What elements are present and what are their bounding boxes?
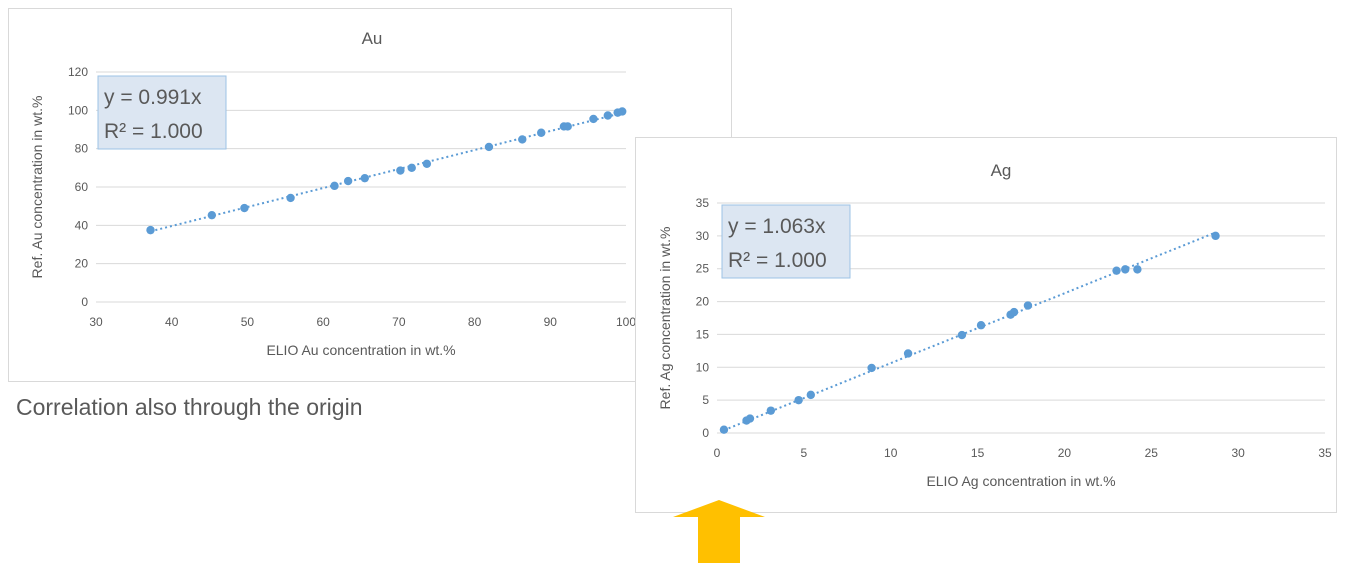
au-data-point [286,193,295,203]
ag-y-tick-label: 0 [702,426,709,440]
au-data-point [518,135,527,144]
ag-data-point [766,406,776,415]
ag-x-tick-label: 15 [971,446,985,460]
ag-data-point [867,363,876,373]
au-data-point [618,107,627,116]
au-x-tick-label: 90 [544,315,558,329]
ag-x-axis-label: ELIO Ag concentration in wt.% [926,473,1115,489]
au-x-tick-label: 50 [241,315,255,329]
ag-x-tick-label: 25 [1145,446,1159,460]
ag-trendline [723,231,1216,432]
au-data-point [240,203,249,213]
au-chart-title: Au [362,29,383,48]
ag-y-tick-label: 10 [696,360,710,374]
au-y-tick-label: 120 [68,65,88,79]
ag-y-tick-label: 35 [696,196,710,210]
au-data-point [589,114,598,124]
ag-data-point [745,414,755,423]
au-equation-line: y = 0.991x [104,86,202,109]
au-data-point [146,225,155,235]
ag-chart-plot: 0 5 10 15 20 25 30 35 0 5 10 15 20 25 30 35 Ag ELIO Ag co… [657,161,1332,489]
ag-x-tick-label: 30 [1231,446,1245,460]
ag-y-tick-label: 30 [696,229,710,243]
ag-data-point [719,425,729,434]
ag-data-point [957,330,967,340]
au-x-axis-label: ELIO Au concentration in wt.% [266,342,455,358]
au-y-axis-label: Ref. Au concentration in wt.% [29,96,45,279]
caption-text: Correlation also through the origin [16,394,363,420]
ag-data-point [806,390,816,400]
au-data-point [330,181,339,191]
au-data-point [207,210,217,220]
ag-data-point [1009,307,1019,317]
au-data-point [360,173,369,183]
ag-x-tick-label: 10 [884,446,898,460]
ag-y-tick-label: 15 [696,327,710,341]
au-data-point [396,166,405,175]
au-y-tick-label: 60 [75,180,89,194]
au-y-tick-label: 20 [75,257,89,271]
au-data-point [603,111,613,120]
au-y-tick-label: 100 [68,103,88,117]
au-x-tick-label: 60 [316,315,330,329]
ag-x-tick-label: 5 [801,446,808,460]
ag-x-tick-label: 0 [714,446,721,460]
au-chart-plot: 0 20 40 60 80 100 120 30 40 50 60 70 80 90 100 Au ELIO A… [29,29,636,358]
ag-y-tick-label: 20 [696,295,710,309]
ag-equation-box [721,204,851,279]
ag-data-point [1211,231,1220,241]
ag-data-point [1133,265,1142,274]
ag-data-point [1023,301,1033,310]
ag-chart: 0 5 10 15 20 25 30 35 0 5 10 15 20 25 30 35 Ag ELIO Ag co… [635,137,1337,513]
au-data-point [343,176,353,186]
au-x-tick-label: 30 [89,315,103,329]
au-chart: 0 20 40 60 80 100 120 30 40 50 60 70 80 90 100 Au ELIO A… [8,8,732,382]
ag-data-point [976,321,986,330]
ag-y-axis-label: Ref. Ag concentration in wt.% [657,227,673,410]
ag-data-point [1112,266,1121,275]
au-data-point [422,159,432,169]
au-x-tick-label: 100 [616,315,636,329]
au-y-tick-label: 40 [75,218,89,232]
au-equation-line: R² = 1.000 [104,120,203,143]
ag-data-point [794,395,803,405]
au-data-point [563,122,572,131]
au-x-tick-label: 70 [392,315,406,329]
au-data-point [407,163,416,173]
ag-x-tick-label: 35 [1318,446,1332,460]
au-equation-box [97,75,227,150]
ag-data-point [903,349,913,358]
ag-data-point [1121,265,1130,274]
au-data-point [484,142,494,152]
ag-equation-line: R² = 1.000 [728,249,827,272]
au-x-tick-label: 80 [468,315,482,329]
ag-chart-title: Ag [991,161,1012,180]
ag-y-tick-label: 5 [702,393,709,407]
ag-equation-line: y = 1.063x [728,215,826,238]
au-x-tick-label: 40 [165,315,179,329]
au-y-tick-label: 0 [81,295,88,309]
au-y-tick-label: 80 [75,142,89,156]
ag-x-tick-label: 20 [1058,446,1072,460]
up-arrow-icon [673,500,765,563]
ag-y-tick-label: 25 [696,262,710,276]
au-data-point [537,128,546,137]
